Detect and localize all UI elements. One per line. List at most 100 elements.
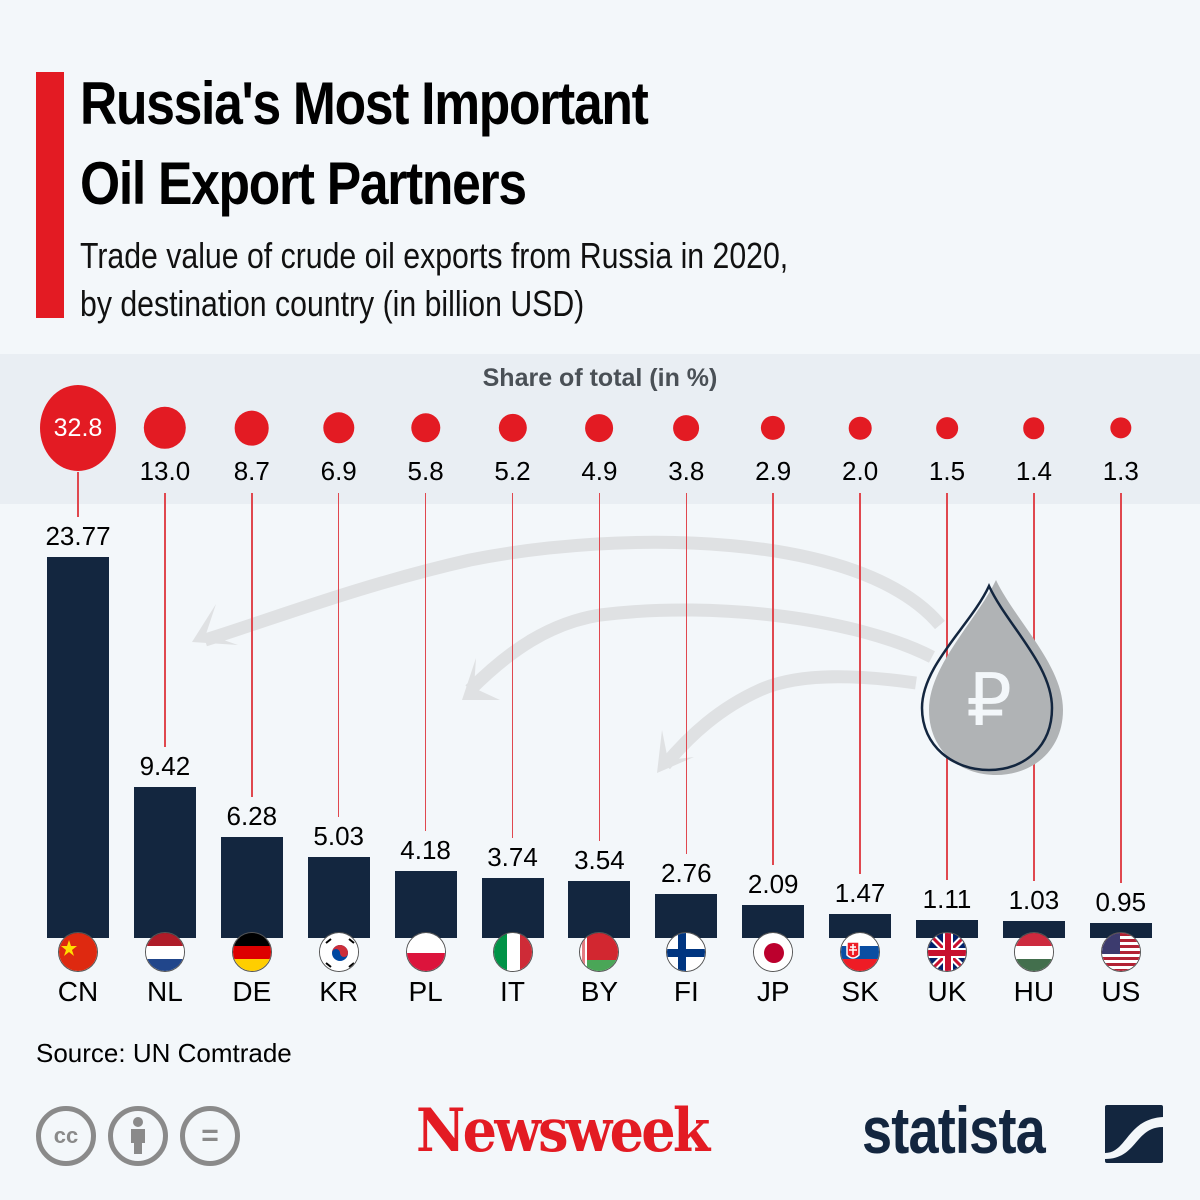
bar-nl — [133, 787, 196, 938]
value-label: 0.95 — [1095, 886, 1147, 917]
leader-line — [164, 493, 166, 747]
country-label: HU — [1013, 976, 1055, 1007]
bar-column-fi: 3.8 2.76 FI — [651, 0, 721, 1200]
country-label: SK — [841, 976, 879, 1007]
country-label: DE — [232, 976, 272, 1007]
share-label: 32.8 — [53, 413, 103, 442]
statista-logo[interactable]: statista — [862, 1093, 1046, 1167]
equals-glyph: = — [201, 1119, 219, 1152]
bar-kr — [307, 857, 370, 938]
bar-column-uk: 1.5 1.11 UK — [912, 0, 982, 1200]
bar-it — [481, 878, 544, 938]
value-label: 3.54 — [574, 845, 625, 876]
bar-column-de: 8.7 6.28 DE — [217, 0, 287, 1200]
share-label: 3.8 — [668, 456, 705, 486]
share-label: 5.8 — [407, 456, 444, 486]
subtitle: Trade value of crude oil exports from Ru… — [80, 232, 788, 328]
bar-column-pl: 5.8 4.18 PL — [391, 0, 461, 1200]
share-label: 2.9 — [755, 456, 792, 486]
bar-column-jp: 2.9 2.09 JP — [738, 0, 808, 1200]
bar-column-kr: 6.9 5.03 KR — [304, 0, 374, 1200]
country-label: BY — [580, 976, 619, 1007]
no-derivatives-icon[interactable]: = — [180, 1106, 240, 1166]
leader-line — [772, 493, 774, 865]
poland-flag-icon — [405, 932, 446, 972]
country-label: IT — [500, 976, 525, 1007]
japan-flag-icon — [753, 932, 794, 972]
value-label: 3.74 — [487, 842, 538, 873]
bar-column-us: 1.3 0.95 US — [1086, 0, 1156, 1200]
share-label: 1.3 — [1102, 456, 1139, 486]
bar-sk — [829, 914, 892, 938]
leader-line — [598, 493, 601, 842]
value-label: 6.28 — [226, 801, 278, 832]
share-label: 6.9 — [320, 456, 357, 486]
country-label: US — [1101, 976, 1141, 1007]
share-label: 2.0 — [842, 456, 879, 486]
country-label: KR — [319, 976, 359, 1007]
subtitle-line-2: by destination country (in billion USD) — [80, 283, 585, 324]
belarus-flag-icon — [579, 932, 620, 972]
share-label: 1.4 — [1015, 456, 1052, 486]
country-label: PL — [408, 976, 443, 1007]
finland-flag-icon — [666, 932, 707, 972]
newsweek-logo[interactable]: Newsweek — [416, 1096, 710, 1166]
italy-flag-icon — [492, 932, 533, 972]
country-label: NL — [146, 976, 183, 1007]
value-label: 1.11 — [922, 884, 972, 915]
bar-column-it: 5.2 3.74 IT — [478, 0, 548, 1200]
bar-hu — [1002, 921, 1065, 938]
value-label: 2.76 — [660, 857, 712, 888]
title-accent-bar — [36, 72, 64, 318]
share-dot — [322, 412, 355, 444]
title-line-1: Russia's Most Important — [80, 70, 649, 137]
page-title: Russia's Most Important Oil Export Partn… — [80, 64, 649, 224]
leader-line — [859, 493, 861, 875]
attribution-icon[interactable] — [108, 1106, 168, 1166]
value-label: 1.47 — [834, 878, 886, 909]
share-label: 8.7 — [233, 456, 270, 486]
share-of-total-header: Share of total (in %) — [482, 364, 718, 392]
value-label: 9.42 — [139, 751, 191, 781]
ruble-oil-drop-icon: ₽ — [920, 580, 1063, 775]
bar-pl — [394, 871, 457, 938]
share-dot — [1110, 417, 1132, 439]
country-label: UK — [927, 976, 967, 1007]
arrow-head-1 — [192, 604, 238, 645]
leader-line — [337, 493, 340, 818]
share-label: 1.5 — [928, 456, 966, 486]
usa-flag-icon — [1100, 932, 1141, 972]
share-dot — [143, 406, 187, 450]
leader-line — [424, 493, 427, 831]
share-label: 13.0 — [139, 456, 191, 486]
share-dot — [936, 417, 958, 439]
bar-fi — [655, 893, 718, 938]
share-dot — [673, 415, 700, 441]
germany-flag-icon — [231, 932, 272, 972]
value-label: 23.77 — [45, 521, 111, 551]
license-icons: cc = — [36, 1106, 240, 1166]
china-flag-icon — [58, 932, 98, 972]
share-dot — [585, 414, 614, 442]
cc-icon[interactable]: cc — [36, 1106, 96, 1166]
value-label: 1.03 — [1008, 885, 1060, 916]
leader-line — [251, 493, 253, 798]
share-dot — [1023, 417, 1045, 439]
leader-line — [1120, 493, 1122, 883]
netherlands-flag-icon — [144, 932, 185, 972]
bar-cn — [47, 557, 109, 938]
value-label: 5.03 — [313, 821, 364, 852]
bar-uk — [916, 920, 978, 938]
statista-mark-icon — [1105, 1105, 1163, 1163]
bar-de — [220, 837, 283, 938]
uk-flag-icon — [927, 932, 967, 972]
country-label: FI — [673, 976, 699, 1007]
arrow-head-2 — [462, 658, 500, 700]
source-note: Source: UN Comtrade — [36, 1038, 292, 1068]
title-line-2: Oil Export Partners — [80, 150, 527, 217]
share-dot — [234, 410, 270, 446]
country-label: CN — [57, 976, 99, 1007]
svg-text:₽: ₽ — [966, 658, 1012, 742]
arrow-head-3 — [657, 730, 694, 773]
